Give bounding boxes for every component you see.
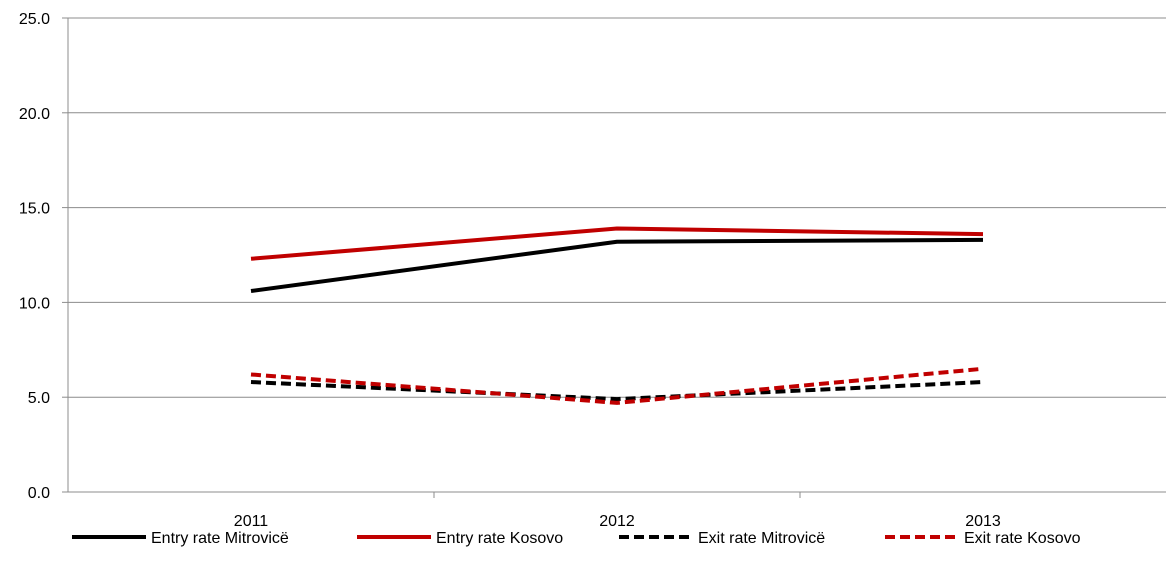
- y-tick-label: 15.0: [19, 201, 50, 218]
- legend-label: Exit rate Kosovo: [964, 530, 1081, 547]
- y-tick-label: 0.0: [28, 485, 50, 502]
- legend: Entry rate Mitrovicë Entry rate Kosovo Exi…: [72, 530, 1081, 547]
- series-lines: [250, 226, 984, 405]
- series-line-4: [250, 366, 984, 405]
- series-line-2: [250, 226, 984, 261]
- x-tick-label: 2012: [599, 513, 635, 530]
- legend-label: Exit rate Mitrovicë: [698, 530, 825, 547]
- y-tick-label: 20.0: [19, 106, 50, 123]
- y-tick-label: 5.0: [28, 390, 50, 407]
- y-tick-label: 25.0: [19, 11, 50, 28]
- x-tick-label: 2011: [234, 513, 269, 530]
- x-tick-label: 2013: [965, 513, 1001, 530]
- legend-label: Entry rate Kosovo: [436, 530, 563, 547]
- y-tick-label: 10.0: [19, 295, 50, 312]
- gridlines: [68, 17, 1166, 398]
- legend-label: Entry rate Mitrovicë: [151, 530, 289, 547]
- series-line-1: [250, 237, 984, 294]
- axes: 0.0 5.0 10.0 15.0 20.0 25.0 2011 2012 2013: [19, 11, 1166, 530]
- series-line-3: [250, 380, 984, 402]
